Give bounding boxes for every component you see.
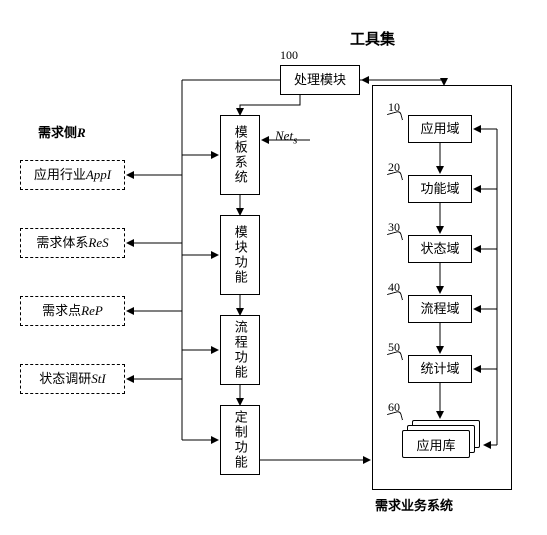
mid-proc-label: 处理模块	[294, 72, 346, 88]
mid-custfn-label: 定制功能	[232, 410, 248, 470]
right-b30-label: 状态域	[420, 241, 459, 257]
right-b50: 统计域	[408, 355, 472, 383]
edge-label-sub: s	[293, 135, 297, 147]
title-demandside-suffix: R	[77, 125, 86, 140]
mid-proc: 处理模块	[280, 65, 360, 95]
title-demandside-cn: 需求侧	[38, 125, 77, 140]
right-b20: 功能域	[408, 175, 472, 203]
left-res-it: ReS	[88, 235, 108, 251]
left-res-cn: 需求体系	[36, 235, 88, 251]
mid-tmpl: 模板系统	[220, 115, 260, 195]
right-b30: 状态域	[408, 235, 472, 263]
right-b20-label: 功能域	[420, 181, 459, 197]
left-rep-cn: 需求点	[42, 303, 81, 319]
mid-custfn: 定制功能	[220, 405, 260, 475]
title-toolset: 工具集	[350, 28, 395, 49]
right-b40: 流程域	[408, 295, 472, 323]
mid-flowfn: 流程功能	[220, 315, 260, 385]
right-b10-label: 应用域	[420, 121, 459, 137]
left-stl-it: StI	[91, 371, 105, 387]
edge-label-main: Net	[275, 128, 293, 143]
mid-modfn: 模块功能	[220, 215, 260, 295]
edge-label: Nets	[275, 128, 297, 147]
right-b60-stack: 应用库	[402, 420, 482, 460]
title-demandside: 需求侧R	[38, 122, 86, 141]
left-rep: 需求点ReP	[20, 296, 125, 326]
right-b40-label: 流程域	[420, 301, 459, 317]
left-stl-cn: 状态调研	[39, 371, 91, 387]
right-b60-label: 应用库	[416, 435, 455, 454]
mid-tmpl-label: 模板系统	[232, 125, 248, 185]
right-b50-label: 统计域	[420, 361, 459, 377]
diagram-canvas: 工具集 需求侧R 需求业务系统 100 Nets 应用行业AppI 需求体系Re…	[0, 0, 547, 535]
left-rep-it: ReP	[81, 303, 103, 319]
left-appl-cn: 应用行业	[34, 167, 86, 183]
num-100: 100	[280, 48, 298, 63]
right-b10: 应用域	[408, 115, 472, 143]
left-stl: 状态调研StI	[20, 364, 125, 394]
left-res: 需求体系ReS	[20, 228, 125, 258]
sys-bottom-label: 需求业务系统	[375, 495, 453, 514]
mid-modfn-label: 模块功能	[232, 225, 248, 285]
left-appl-it: AppI	[86, 167, 111, 183]
left-appl: 应用行业AppI	[20, 160, 125, 190]
mid-flowfn-label: 流程功能	[232, 320, 248, 380]
